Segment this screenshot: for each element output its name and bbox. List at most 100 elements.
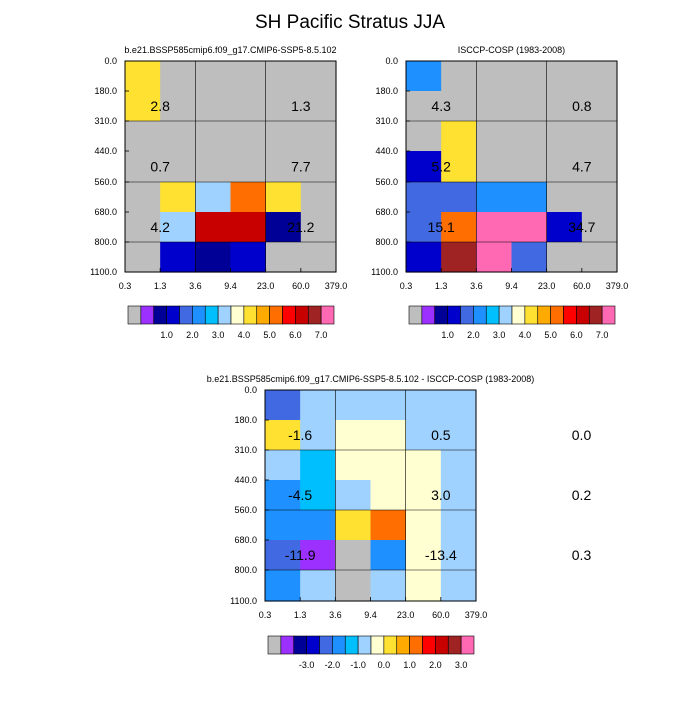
heatmap-cell (230, 242, 267, 273)
cell-value-label: -1.6 (288, 427, 312, 443)
heatmap-cell (230, 151, 267, 183)
cell-value-label: 0.8 (572, 98, 592, 114)
x-tick-label: 9.4 (364, 610, 377, 620)
colorbar-label: 2.0 (186, 330, 199, 340)
colorbar-swatch (153, 305, 167, 325)
colorbar-label: 1.0 (403, 660, 416, 670)
heatmap-cell (335, 510, 372, 541)
heatmap-cell (125, 151, 161, 183)
y-tick-label: 440.0 (375, 146, 398, 156)
page-title: SH Pacific Stratus JJA (255, 12, 445, 33)
heatmap-cell (581, 182, 618, 213)
heatmap-cell (546, 182, 583, 213)
heatmap-cell (300, 570, 336, 602)
y-tick-label: 180.0 (234, 415, 257, 425)
heatmap-cell (405, 390, 442, 421)
colorbar-swatch (524, 305, 539, 325)
heatmap-cell (335, 570, 372, 602)
heatmap-cell (160, 212, 196, 243)
colorbar-swatch (282, 305, 296, 325)
heatmap-cell (230, 61, 267, 92)
colorbar-swatch (319, 635, 333, 655)
heatmap-cell (160, 91, 196, 122)
colorbar-swatch (563, 305, 577, 325)
colorbar-label: -3.0 (299, 660, 315, 670)
heatmap-cell (405, 450, 442, 481)
panel-title: ISCCP-COSP (1983-2008) (458, 45, 565, 55)
y-tick-label: 0.0 (385, 56, 398, 66)
colorbar-swatch (307, 305, 322, 325)
y-tick-label: 800.0 (94, 237, 117, 247)
heatmap-cell (405, 570, 442, 602)
heatmap-cell (160, 182, 196, 213)
x-tick-label: 1.3 (435, 281, 448, 291)
colorbar-label: 2.0 (429, 660, 442, 670)
colorbar-swatch (166, 305, 180, 325)
x-tick-label: 60.0 (432, 610, 450, 620)
cell-value-label: 1.3 (291, 98, 311, 114)
cell-value-label: 4.3 (431, 98, 451, 114)
heatmap-cell (546, 121, 583, 152)
colorbar-swatch (460, 305, 474, 325)
heatmap-cell (476, 242, 513, 273)
x-tick-label: 1.3 (154, 281, 167, 291)
y-tick-label: 310.0 (234, 445, 257, 455)
heatmap-cell (476, 182, 513, 213)
colorbar-swatch (192, 305, 206, 325)
heatmap-cell (406, 212, 442, 243)
x-tick-label: 379.0 (465, 610, 488, 620)
x-tick-label: 0.3 (400, 281, 413, 291)
x-tick-label: 1.3 (294, 610, 307, 620)
cell-value-label: -4.5 (288, 487, 312, 503)
colorbar-swatch (396, 635, 410, 655)
heatmap-cell (581, 212, 618, 243)
heatmap-cell (335, 480, 372, 511)
heatmap-cell (440, 420, 477, 451)
y-tick-label: 310.0 (94, 116, 117, 126)
cell-value-label: 15.1 (428, 219, 455, 235)
colorbar-swatch (179, 305, 193, 325)
heatmap-cell (546, 61, 583, 92)
cell-value-label: 0.5 (431, 427, 451, 443)
heatmap-cell (440, 390, 477, 421)
heatmap-cell (406, 182, 442, 213)
heatmap-cell (265, 570, 301, 602)
heatmap-cell (581, 151, 618, 183)
cell-value-label: 0.3 (572, 547, 592, 563)
colorbar-label: 7.0 (315, 330, 328, 340)
heatmap-cell (300, 450, 336, 481)
heatmap-cell (406, 121, 442, 152)
heatmap-cell (511, 242, 548, 273)
heatmap-cell (265, 450, 301, 481)
heatmap-cell (195, 212, 232, 243)
colorbar-label: 4.0 (519, 330, 532, 340)
x-tick-label: 9.4 (224, 281, 237, 291)
y-tick-label: 0.0 (104, 56, 117, 66)
heatmap-cell (581, 91, 618, 122)
heatmap-cell (440, 540, 477, 571)
heatmap-cell (230, 182, 267, 213)
heatmap-cell (546, 91, 583, 122)
x-tick-label: 3.6 (329, 610, 342, 620)
cell-value-label: 34.7 (568, 219, 595, 235)
colorbar: 1.0 2.0 3.0 4.0 5.0 6.0 7.0 (408, 305, 616, 340)
heatmap-cell (265, 540, 301, 571)
colorbar-swatch (293, 635, 307, 655)
heatmap-cell (370, 540, 407, 571)
colorbar-swatch (204, 305, 219, 325)
heatmap-cell (300, 242, 337, 273)
heatmap-cell (546, 212, 583, 243)
heatmap-cell (441, 61, 477, 92)
heatmap-cell (300, 510, 336, 541)
heatmap-cell (370, 510, 407, 541)
y-tick-label: 180.0 (94, 86, 117, 96)
heatmap-cell (265, 151, 302, 183)
colorbar-swatch (576, 305, 590, 325)
colorbar-swatch (421, 305, 436, 325)
heatmap-cell (300, 540, 336, 571)
heatmap-cell (195, 242, 232, 273)
colorbar-swatch (217, 305, 232, 325)
y-tick-label: 560.0 (94, 177, 117, 187)
colorbar-label: 3.0 (212, 330, 225, 340)
cell-value-label: -11.9 (285, 547, 316, 563)
